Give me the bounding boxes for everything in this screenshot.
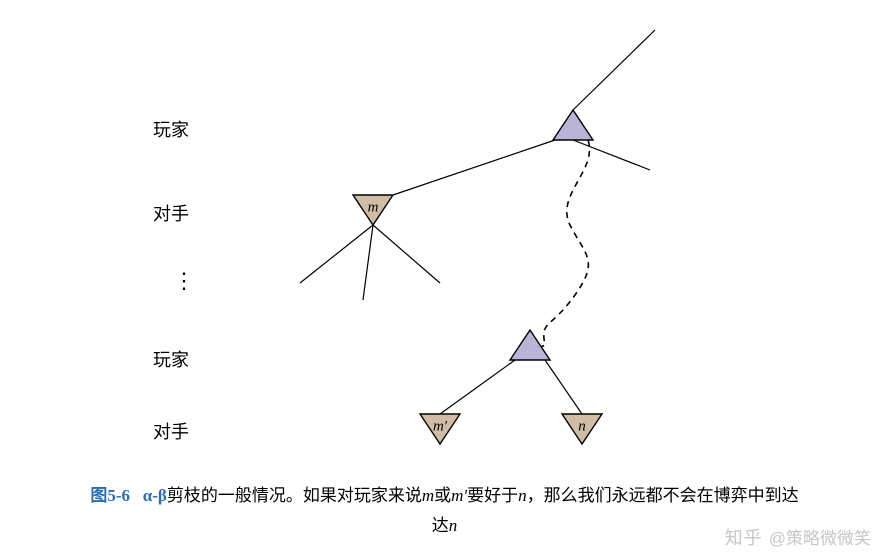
node-player_top	[553, 110, 593, 140]
game-tree-diagram: m m′ n	[0, 0, 889, 470]
figure-caption: 图5-6 α-β剪枝的一般情况。如果对玩家来说m或m′要好于n，那么我们永远都不…	[0, 481, 889, 542]
edge-6	[440, 360, 515, 414]
node-player_bottom	[510, 330, 550, 360]
node-label-opponent_mprime: m′	[433, 419, 448, 435]
edge-4	[363, 225, 373, 300]
figure-id: 图5-6	[90, 486, 130, 505]
pruned-path-dashed	[530, 140, 590, 353]
edge-2	[393, 140, 555, 195]
node-label-opponent_m: m	[368, 200, 379, 216]
alpha-beta-label: α-β	[143, 486, 167, 505]
node-label-opponent_n: n	[578, 419, 586, 435]
edge-3	[300, 225, 373, 283]
edge-1	[573, 140, 650, 170]
edge-5	[373, 225, 440, 283]
edge-7	[545, 360, 582, 414]
edge-0	[573, 30, 655, 110]
